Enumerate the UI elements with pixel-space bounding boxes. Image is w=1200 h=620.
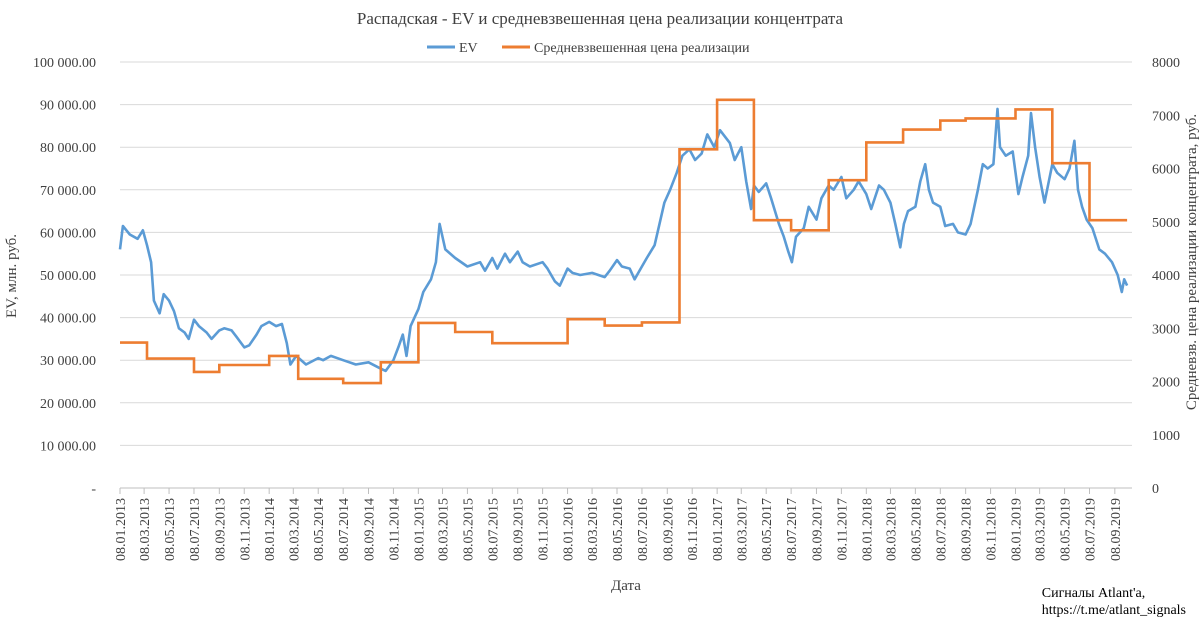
x-tick-label: 08.07.2015 xyxy=(486,498,501,561)
x-tick-label: 08.07.2019 xyxy=(1083,498,1098,561)
x-tick-label: 08.09.2015 xyxy=(512,498,527,561)
series-price-line xyxy=(120,98,1128,385)
y-right-tick-label: 7000 xyxy=(1152,109,1180,124)
credit: Сигналы Atlant'a, https://t.me/atlant_si… xyxy=(1042,585,1186,619)
x-tick-label: 08.03.2013 xyxy=(138,498,153,561)
y-left-tick-label: 80 000.00 xyxy=(40,141,96,156)
x-tick-label: 08.01.2017 xyxy=(711,498,726,561)
y-left-tick-label: 20 000.00 xyxy=(40,397,96,412)
x-tick-label: 08.03.2018 xyxy=(884,498,899,561)
x-tick-label: 08.07.2013 xyxy=(188,498,203,561)
y-left-tick-label: - xyxy=(91,482,96,497)
x-tick-label: 08.11.2017 xyxy=(835,498,850,560)
x-tick-label: 08.03.2017 xyxy=(735,498,750,561)
x-tick-label: 08.03.2015 xyxy=(436,498,451,561)
plot-series xyxy=(118,98,1129,385)
chart-title: Распадская - EV и средневзвешенная цена … xyxy=(357,9,844,28)
x-tick-label: 08.01.2016 xyxy=(562,498,577,561)
y-right-tick-label: 0 xyxy=(1152,482,1159,497)
x-tick-label: 08.05.2016 xyxy=(611,498,626,561)
x-tick-label: 08.01.2015 xyxy=(412,498,427,561)
y-right-tick-label: 3000 xyxy=(1152,322,1180,337)
y-left-tick-label: 70 000.00 xyxy=(40,184,96,199)
credit-line-2: https://t.me/atlant_signals xyxy=(1041,603,1186,618)
x-tick-label: 08.01.2018 xyxy=(860,498,875,561)
y-left-tick-label: 60 000.00 xyxy=(40,226,96,241)
x-tick-label: 08.09.2016 xyxy=(661,498,676,561)
x-tick-label: 08.01.2019 xyxy=(1010,498,1025,561)
y-right-tick-label: 4000 xyxy=(1152,269,1180,284)
legend-label-price: Средневзвешенная цена реализации xyxy=(534,41,750,56)
series-ev-line xyxy=(118,107,1129,373)
y-left-tick-label: 30 000.00 xyxy=(40,354,96,369)
y-left-tick-label: 40 000.00 xyxy=(40,312,96,327)
y-axis-left: - 10 000.00 20 000.00 30 000.00 40 000.00 50 … xyxy=(33,56,96,497)
y-axis-right: 0 1000 2000 3000 4000 5000 6000 7000 8000 xyxy=(1152,56,1180,497)
y-right-tick-label: 1000 xyxy=(1152,429,1180,444)
x-tick-label: 08.05.2013 xyxy=(163,498,178,561)
x-tick-label: 08.05.2015 xyxy=(461,498,476,561)
x-tick-label: 08.01.2014 xyxy=(263,498,278,561)
x-tick-label: 08.09.2013 xyxy=(213,498,228,561)
x-tick-label: 08.07.2016 xyxy=(636,498,651,561)
y-left-tick-label: 100 000.00 xyxy=(33,56,96,71)
gridlines xyxy=(120,61,1132,489)
y-axis-right-title: Средневзв. цена реализации концентрата, … xyxy=(1184,114,1200,410)
x-tick-label: 08.09.2014 xyxy=(363,498,378,561)
x-tick-label: 08.11.2018 xyxy=(985,498,1000,560)
y-right-tick-label: 2000 xyxy=(1152,376,1180,391)
y-axis-left-title: EV, млн. руб. xyxy=(4,234,20,318)
y-left-tick-label: 50 000.00 xyxy=(40,269,96,284)
x-tick-label: 08.03.2019 xyxy=(1034,498,1049,561)
x-tick-label: 08.03.2016 xyxy=(586,498,601,561)
x-tick-label: 08.11.2014 xyxy=(387,498,402,560)
x-tick-label: 08.09.2018 xyxy=(960,498,975,561)
x-axis-title: Дата xyxy=(611,578,641,594)
x-tick-label: 08.09.2019 xyxy=(1109,498,1124,561)
x-tick-label: 08.09.2017 xyxy=(810,498,825,561)
x-tick-label: 08.05.2018 xyxy=(909,498,924,561)
x-tick-label: 08.07.2017 xyxy=(785,498,800,561)
x-tick-label: 08.05.2019 xyxy=(1059,498,1074,561)
x-tick-label: 08.05.2017 xyxy=(760,498,775,561)
x-tick-label: 08.03.2014 xyxy=(287,498,302,561)
x-tick-label: 08.07.2018 xyxy=(934,498,949,561)
x-tick-label: 08.01.2013 xyxy=(114,498,129,561)
x-tick-label: 08.05.2014 xyxy=(312,498,327,561)
y-right-tick-label: 5000 xyxy=(1152,216,1180,231)
y-left-tick-label: 10 000.00 xyxy=(40,439,96,454)
x-tick-label: 08.11.2015 xyxy=(537,498,552,560)
credit-line-1: Сигналы Atlant'a, xyxy=(1041,586,1146,601)
y-right-tick-label: 8000 xyxy=(1152,56,1180,71)
y-left-tick-label: 90 000.00 xyxy=(40,99,96,114)
x-tick-label: 08.11.2013 xyxy=(238,498,253,560)
legend: EV Средневзвешенная цена реализации xyxy=(427,41,750,56)
x-axis: 08.01.2013 08.03.2013 08.05.2013 08.07.2013… xyxy=(114,488,1124,561)
y-right-tick-label: 6000 xyxy=(1152,163,1180,178)
legend-label-ev: EV xyxy=(459,41,478,56)
x-tick-label: 08.11.2016 xyxy=(686,498,701,560)
x-tick-label: 08.07.2014 xyxy=(337,498,352,561)
